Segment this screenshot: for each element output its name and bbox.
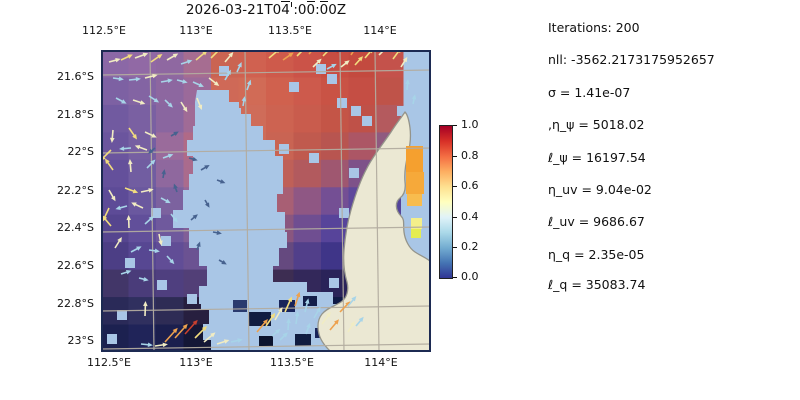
y-tick: 22.8°S [57,297,94,310]
stat-ell-psi: ℓ_ψ = 16197.54 [548,150,646,165]
colorbar-tick-mark [453,247,457,249]
stat-ell-uv: ℓ_uv = 9686.67 [548,214,645,229]
colorbar-tick-label: 0.0 [461,270,479,283]
y-tick: 21.6°S [57,70,94,83]
x-tick-bottom: 114°E [364,356,398,369]
x-tick-bottom: 113.5°E [270,356,314,369]
x-tick-bottom: 112.5°E [87,356,131,369]
x-tick-top: 114°E [363,24,397,37]
map-svg [100,40,432,353]
title-text-overlined: 4 [281,1,290,18]
colorbar-tick-mark [453,217,457,219]
y-tick: 23°S [67,334,94,347]
x-tick-top: 112.5°E [82,24,126,37]
stat-eta-q: η_q = 2.35e-05 [548,247,645,262]
colorbar-tick-label: 0.8 [461,149,479,162]
plot-title: 2026-03-21T04:00:00Z [101,1,431,18]
stat-ell-q: ℓ_q = 35083.74 [548,277,646,292]
stat-eta-uv: η_uv = 9.04e-02 [548,182,652,197]
map-canvas [100,40,432,353]
colorbar-tick-label: 1.0 [461,118,479,131]
y-tick: 22.4°S [57,221,94,234]
x-tick-top: 113°E [179,24,213,37]
title-artifact-tick [290,2,293,7]
title-text: : [315,2,320,18]
y-tick: 22.2°S [57,184,94,197]
stat-sigma: σ = 1.41e-07 [548,85,631,100]
colorbar-tick-label: 0.4 [461,210,479,223]
x-tick-top: 113.5°E [268,24,312,37]
y-tick: 21.8°S [57,108,94,121]
colorbar-tick-label: 0.2 [461,240,479,253]
title-text-overlined: 0 [306,1,316,18]
stat-nll: nll: -3562.2173175952657 [548,52,715,67]
colorbar-tick-mark [453,277,457,279]
title-text-overlined: 0 [319,1,329,18]
y-tick: 22.6°S [57,259,94,272]
colorbar [439,125,453,279]
x-tick-bottom: 113°E [179,356,213,369]
colorbar-tick-mark [453,186,457,188]
title-text: 2026-03-21T0 [185,2,282,18]
title-text: 0Z [328,2,347,18]
stat-iterations: Iterations: 200 [548,20,640,35]
y-tick: 22°S [67,145,94,158]
title-text: :0 [293,2,307,18]
colorbar-tick-label: 0.6 [461,179,479,192]
colorbar-tick-mark [453,156,457,158]
stat-eta-psi: ,η_ψ = 5018.02 [548,117,645,132]
colorbar-tick-mark [453,125,457,127]
